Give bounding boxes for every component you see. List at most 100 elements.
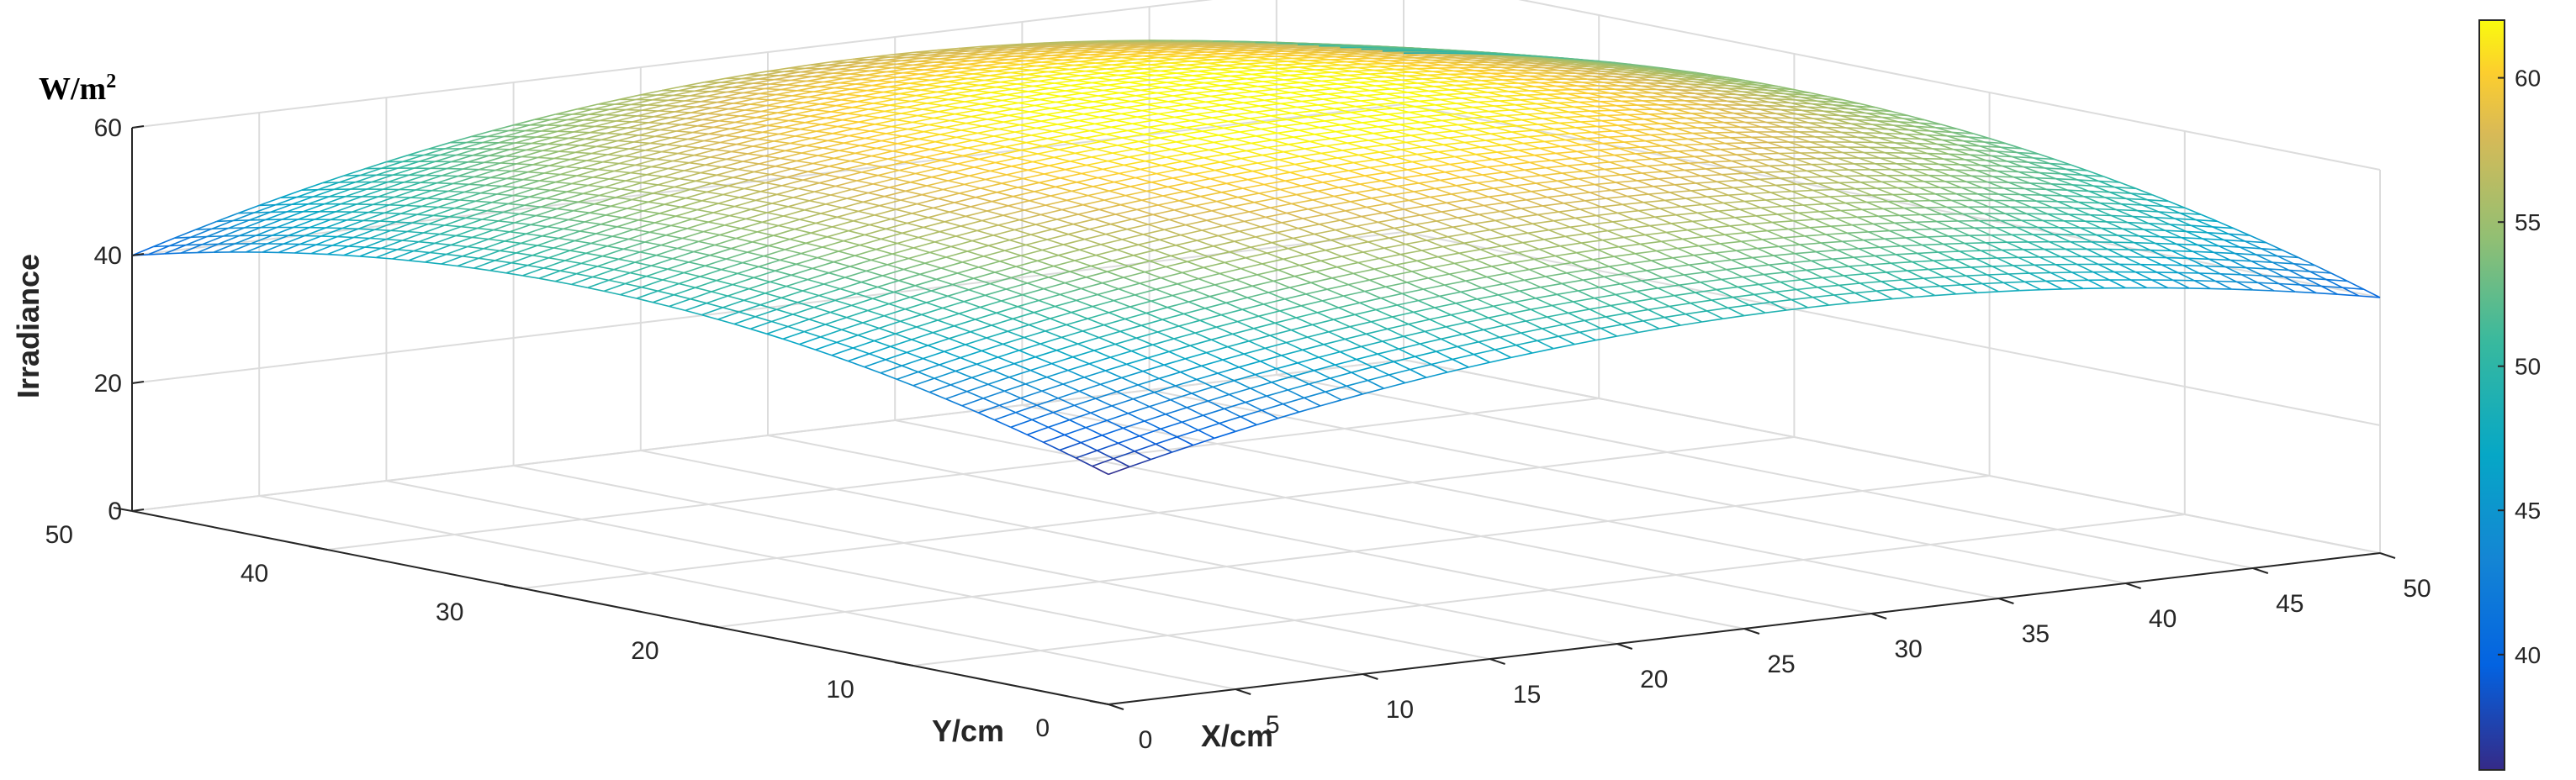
surface-wire	[736, 138, 758, 145]
surface-wire	[880, 365, 902, 374]
surface-wire	[917, 198, 939, 205]
surface-wire	[1221, 102, 1244, 106]
surface-wire	[483, 240, 505, 250]
surface-wire	[999, 261, 1017, 267]
surface-wire	[584, 221, 601, 225]
surface-wire	[2024, 280, 2046, 283]
surface-wire	[1147, 350, 1170, 359]
surface-wire	[1239, 361, 1261, 368]
surface-wire	[1089, 223, 1111, 230]
surface-wire	[2008, 272, 2030, 275]
surface-wire	[1145, 82, 1167, 86]
surface-wire	[705, 158, 727, 166]
surface-wire	[592, 268, 615, 278]
surface-wire	[1765, 198, 1787, 201]
surface-wire	[1494, 349, 1512, 359]
surface-wire	[2156, 271, 2178, 274]
surface-wire	[574, 131, 590, 134]
surface-wire	[1183, 187, 1206, 192]
surface-wire	[1140, 87, 1162, 92]
surface-wire	[1225, 297, 1248, 304]
surface-wire	[324, 196, 346, 205]
surface-wire	[1054, 79, 1076, 84]
surface-wire	[897, 378, 914, 387]
surface-wire	[653, 186, 675, 194]
surface-wire	[374, 221, 396, 230]
surface-wire	[1223, 224, 1240, 232]
surface-wire	[1180, 234, 1198, 241]
floor-x-gridline	[513, 465, 1490, 660]
surface-wire	[1112, 255, 1134, 261]
surface-wire	[628, 142, 651, 150]
surface-wire	[1086, 160, 1108, 166]
surface-wire	[1410, 132, 1432, 136]
surface-wire	[597, 168, 615, 172]
surface-wire	[1032, 271, 1050, 278]
surface-wire	[1341, 251, 1364, 257]
surface-wire	[2090, 213, 2112, 217]
surface-wire	[969, 92, 992, 97]
surface-wire	[407, 148, 430, 156]
surface-wire	[796, 155, 818, 162]
surface-wire	[1099, 113, 1122, 119]
surface-wire	[1743, 171, 1764, 175]
surface-wire	[936, 87, 959, 93]
surface-wire	[573, 203, 595, 212]
surface-wire	[1115, 208, 1137, 215]
floor-x-gridline	[895, 419, 1872, 614]
surface-wire	[1018, 187, 1034, 192]
surface-wire	[829, 88, 851, 94]
surface-wire	[180, 251, 198, 254]
surface-wire	[1547, 194, 1569, 198]
surface-wire	[359, 256, 377, 259]
surface-wire	[548, 257, 565, 261]
surface-wire	[1050, 318, 1067, 326]
surface-wire	[653, 192, 670, 197]
surface-wire	[963, 79, 985, 84]
surface-wire	[1621, 320, 1644, 325]
surface-wire	[1145, 266, 1166, 273]
surface-wire	[1404, 205, 1426, 210]
surface-wire	[1270, 112, 1293, 117]
surface-wire	[1129, 79, 1150, 83]
surface-wire	[1146, 186, 1168, 192]
surface-wire	[1705, 268, 1727, 273]
surface-wire	[1764, 271, 1785, 276]
surface-wire	[1986, 273, 2009, 276]
surface-wire	[1793, 219, 1815, 222]
surface-wire	[638, 129, 660, 136]
surface-wire	[1483, 329, 1500, 339]
surface-wire	[889, 100, 912, 106]
surface-wire	[1277, 269, 1295, 277]
surface-wire	[1159, 234, 1182, 241]
surface-wire	[1419, 98, 1441, 103]
surface-wire	[1155, 141, 1177, 146]
surface-wire	[1131, 350, 1149, 359]
surface-wire	[722, 193, 740, 198]
surface-wire	[346, 211, 369, 221]
surface-wire	[571, 177, 594, 185]
surface-wire	[803, 330, 821, 338]
surface-wire	[1348, 279, 1370, 286]
surface-wire	[1744, 199, 1766, 203]
surface-wire	[1336, 128, 1357, 133]
surface-wire	[699, 82, 721, 87]
surface-wire	[1009, 134, 1032, 140]
surface-wire	[1594, 293, 1616, 299]
surface-wire	[1764, 171, 1786, 173]
surface-wire	[939, 364, 956, 372]
surface-wire	[1724, 232, 1747, 235]
surface-wire	[1256, 132, 1277, 137]
surface-wire	[1021, 145, 1043, 151]
surface-wire	[953, 89, 975, 95]
surface-wire	[928, 391, 946, 400]
surface-wire	[1325, 385, 1347, 393]
surface-wire	[1142, 370, 1160, 380]
surface-wire	[1939, 163, 1960, 166]
surface-wire	[1214, 279, 1236, 286]
surface-wire	[786, 177, 803, 181]
surface-wire	[917, 203, 934, 209]
surface-wire	[966, 245, 989, 252]
surface-wire	[902, 69, 925, 74]
surface-wire	[976, 356, 998, 365]
